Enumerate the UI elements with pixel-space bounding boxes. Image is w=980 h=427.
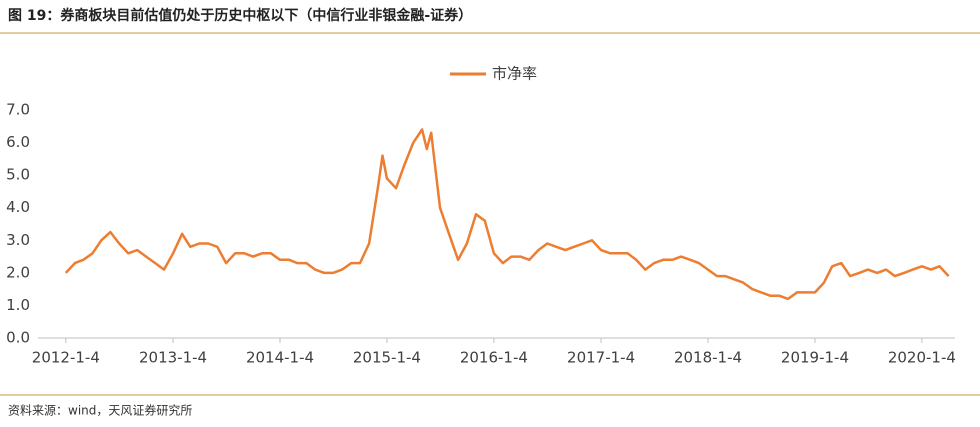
y-tick-label: 0.0 [6,329,30,347]
x-tick-label: 2019-1-4 [781,349,849,367]
x-tick-label: 2014-1-4 [246,349,314,367]
chart-title: 图 19：券商板块目前估值仍处于历史中枢以下（中信行业非银金融-证券） [8,7,472,24]
x-tick-label: 2020-1-4 [888,349,956,367]
source-note: 资料来源：wind，天风证券研究所 [8,403,192,418]
x-tick-label: 2017-1-4 [567,349,635,367]
y-tick-label: 1.0 [6,296,30,314]
y-tick-label: 7.0 [6,101,30,119]
x-tick-label: 2015-1-4 [353,349,421,367]
x-tick-label: 2013-1-4 [139,349,207,367]
data-line [64,128,950,301]
y-tick-label: 3.0 [6,231,30,249]
x-tick-label: 2018-1-4 [674,349,742,367]
y-tick-label: 5.0 [6,166,30,184]
x-tick-label: 2012-1-4 [32,349,100,367]
y-tick-label: 6.0 [6,133,30,151]
legend-label: 市净率 [492,65,537,83]
y-tick-label: 2.0 [6,263,30,281]
y-tick-label: 4.0 [6,198,30,216]
x-tick-label: 2016-1-4 [460,349,528,367]
